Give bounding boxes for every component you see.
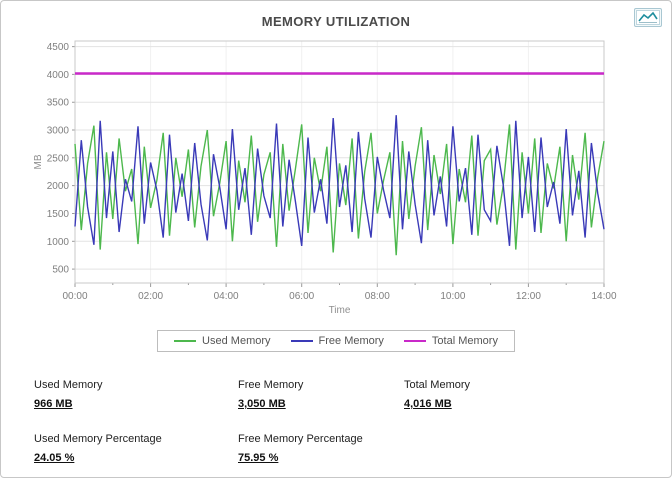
stat-label: Used Memory — [34, 379, 103, 391]
svg-text:500: 500 — [52, 265, 69, 276]
stat-free-memory: Free Memory 3,050 MB — [238, 379, 303, 410]
svg-text:02:00: 02:00 — [138, 291, 163, 302]
legend-label: Free Memory — [318, 335, 384, 347]
stat-label: Total Memory — [404, 379, 471, 391]
legend-box: Used Memory Free Memory Total Memory — [157, 330, 515, 352]
svg-text:08:00: 08:00 — [365, 291, 390, 302]
svg-text:4500: 4500 — [47, 42, 70, 53]
stat-used-memory: Used Memory 966 MB — [34, 379, 102, 410]
svg-text:12:00: 12:00 — [516, 291, 541, 302]
graph-view-button[interactable] — [634, 8, 662, 27]
stat-value-link[interactable]: 966 MB — [34, 398, 73, 410]
used-memory-line-swatch — [174, 340, 197, 342]
legend-item-used-memory[interactable]: Used Memory — [174, 335, 271, 347]
svg-text:MB: MB — [33, 154, 44, 169]
stat-label: Used Memory Percentage — [34, 433, 162, 445]
stat-label: Free Memory Percentage — [238, 433, 363, 445]
legend-label: Total Memory — [431, 335, 498, 347]
svg-text:1000: 1000 — [47, 237, 70, 248]
total-memory-line-swatch — [403, 340, 426, 342]
stat-value-link[interactable]: 75.95 % — [238, 452, 279, 464]
svg-text:1500: 1500 — [47, 209, 70, 220]
svg-text:14:00: 14:00 — [591, 291, 616, 302]
svg-text:2500: 2500 — [47, 153, 70, 164]
stat-free-memory-percentage: Free Memory Percentage 75.95 % — [238, 433, 363, 464]
svg-text:3000: 3000 — [47, 126, 70, 137]
stat-label: Free Memory — [238, 379, 304, 391]
svg-text:00:00: 00:00 — [62, 291, 87, 302]
legend-item-total-memory[interactable]: Total Memory — [403, 335, 498, 347]
stat-total-memory: Total Memory 4,016 MB — [404, 379, 470, 410]
stat-used-memory-percentage: Used Memory Percentage 24.05 % — [34, 433, 162, 464]
svg-text:04:00: 04:00 — [214, 291, 239, 302]
chart-title: MEMORY UTILIZATION — [261, 14, 411, 29]
stat-value-link[interactable]: 3,050 MB — [238, 398, 286, 410]
line-chart-icon — [636, 10, 660, 25]
svg-text:2000: 2000 — [47, 181, 70, 192]
stat-value-link[interactable]: 24.05 % — [34, 452, 75, 464]
free-memory-line-swatch — [290, 340, 313, 342]
chart-legend: Used Memory Free Memory Total Memory — [1, 330, 671, 352]
stat-value-link[interactable]: 4,016 MB — [404, 398, 452, 410]
svg-text:Time: Time — [329, 305, 351, 316]
svg-text:3500: 3500 — [47, 98, 70, 109]
svg-text:10:00: 10:00 — [440, 291, 465, 302]
svg-text:06:00: 06:00 — [289, 291, 314, 302]
svg-text:4000: 4000 — [47, 70, 70, 81]
memory-chart: 500 1000 1500 2000 2500 3000 3500 4000 4500 00:00… — [33, 40, 617, 316]
legend-item-free-memory[interactable]: Free Memory — [290, 335, 384, 347]
legend-label: Used Memory — [202, 335, 271, 347]
